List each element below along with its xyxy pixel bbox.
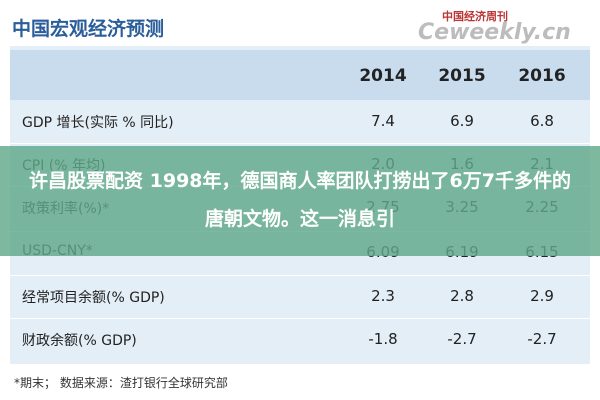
column-header: 2014 <box>359 66 407 86</box>
row-label: 财政余额(% GDP) <box>22 333 137 349</box>
cell: -2.7 <box>447 330 477 348</box>
column-header: 2015 <box>438 66 486 86</box>
footnote: *期末； 数据来源：渣打银行全球研究部 <box>14 376 228 390</box>
header-band <box>10 50 590 100</box>
cell: -1.8 <box>368 330 398 348</box>
row-label: GDP 增长(实际 % 同比) <box>22 115 174 131</box>
overlay-banner <box>0 146 600 256</box>
cell: 6.9 <box>450 112 474 130</box>
cell: -2.7 <box>527 330 557 348</box>
column-header: 2016 <box>518 66 566 86</box>
cell: 2.9 <box>530 287 554 305</box>
row-label: 经常项目余额(% GDP) <box>22 290 165 306</box>
overlay-text: 许昌股票配资 1998年，德国商人率团队打捞出了6万7千多件的唐朝文物。这一消息… <box>29 170 571 230</box>
cell: 2.8 <box>450 287 474 305</box>
cell: 7.4 <box>371 112 395 130</box>
logo: 中国经济周刊 <box>442 10 508 23</box>
row-divider <box>10 318 590 319</box>
row-divider <box>10 143 590 144</box>
cell: 6.8 <box>530 112 554 130</box>
logo-site: Ceweekly.cn <box>418 20 571 45</box>
title: 中国宏观经济预测 <box>12 18 165 40</box>
row-divider <box>10 275 590 276</box>
cell: 2.3 <box>371 287 395 305</box>
